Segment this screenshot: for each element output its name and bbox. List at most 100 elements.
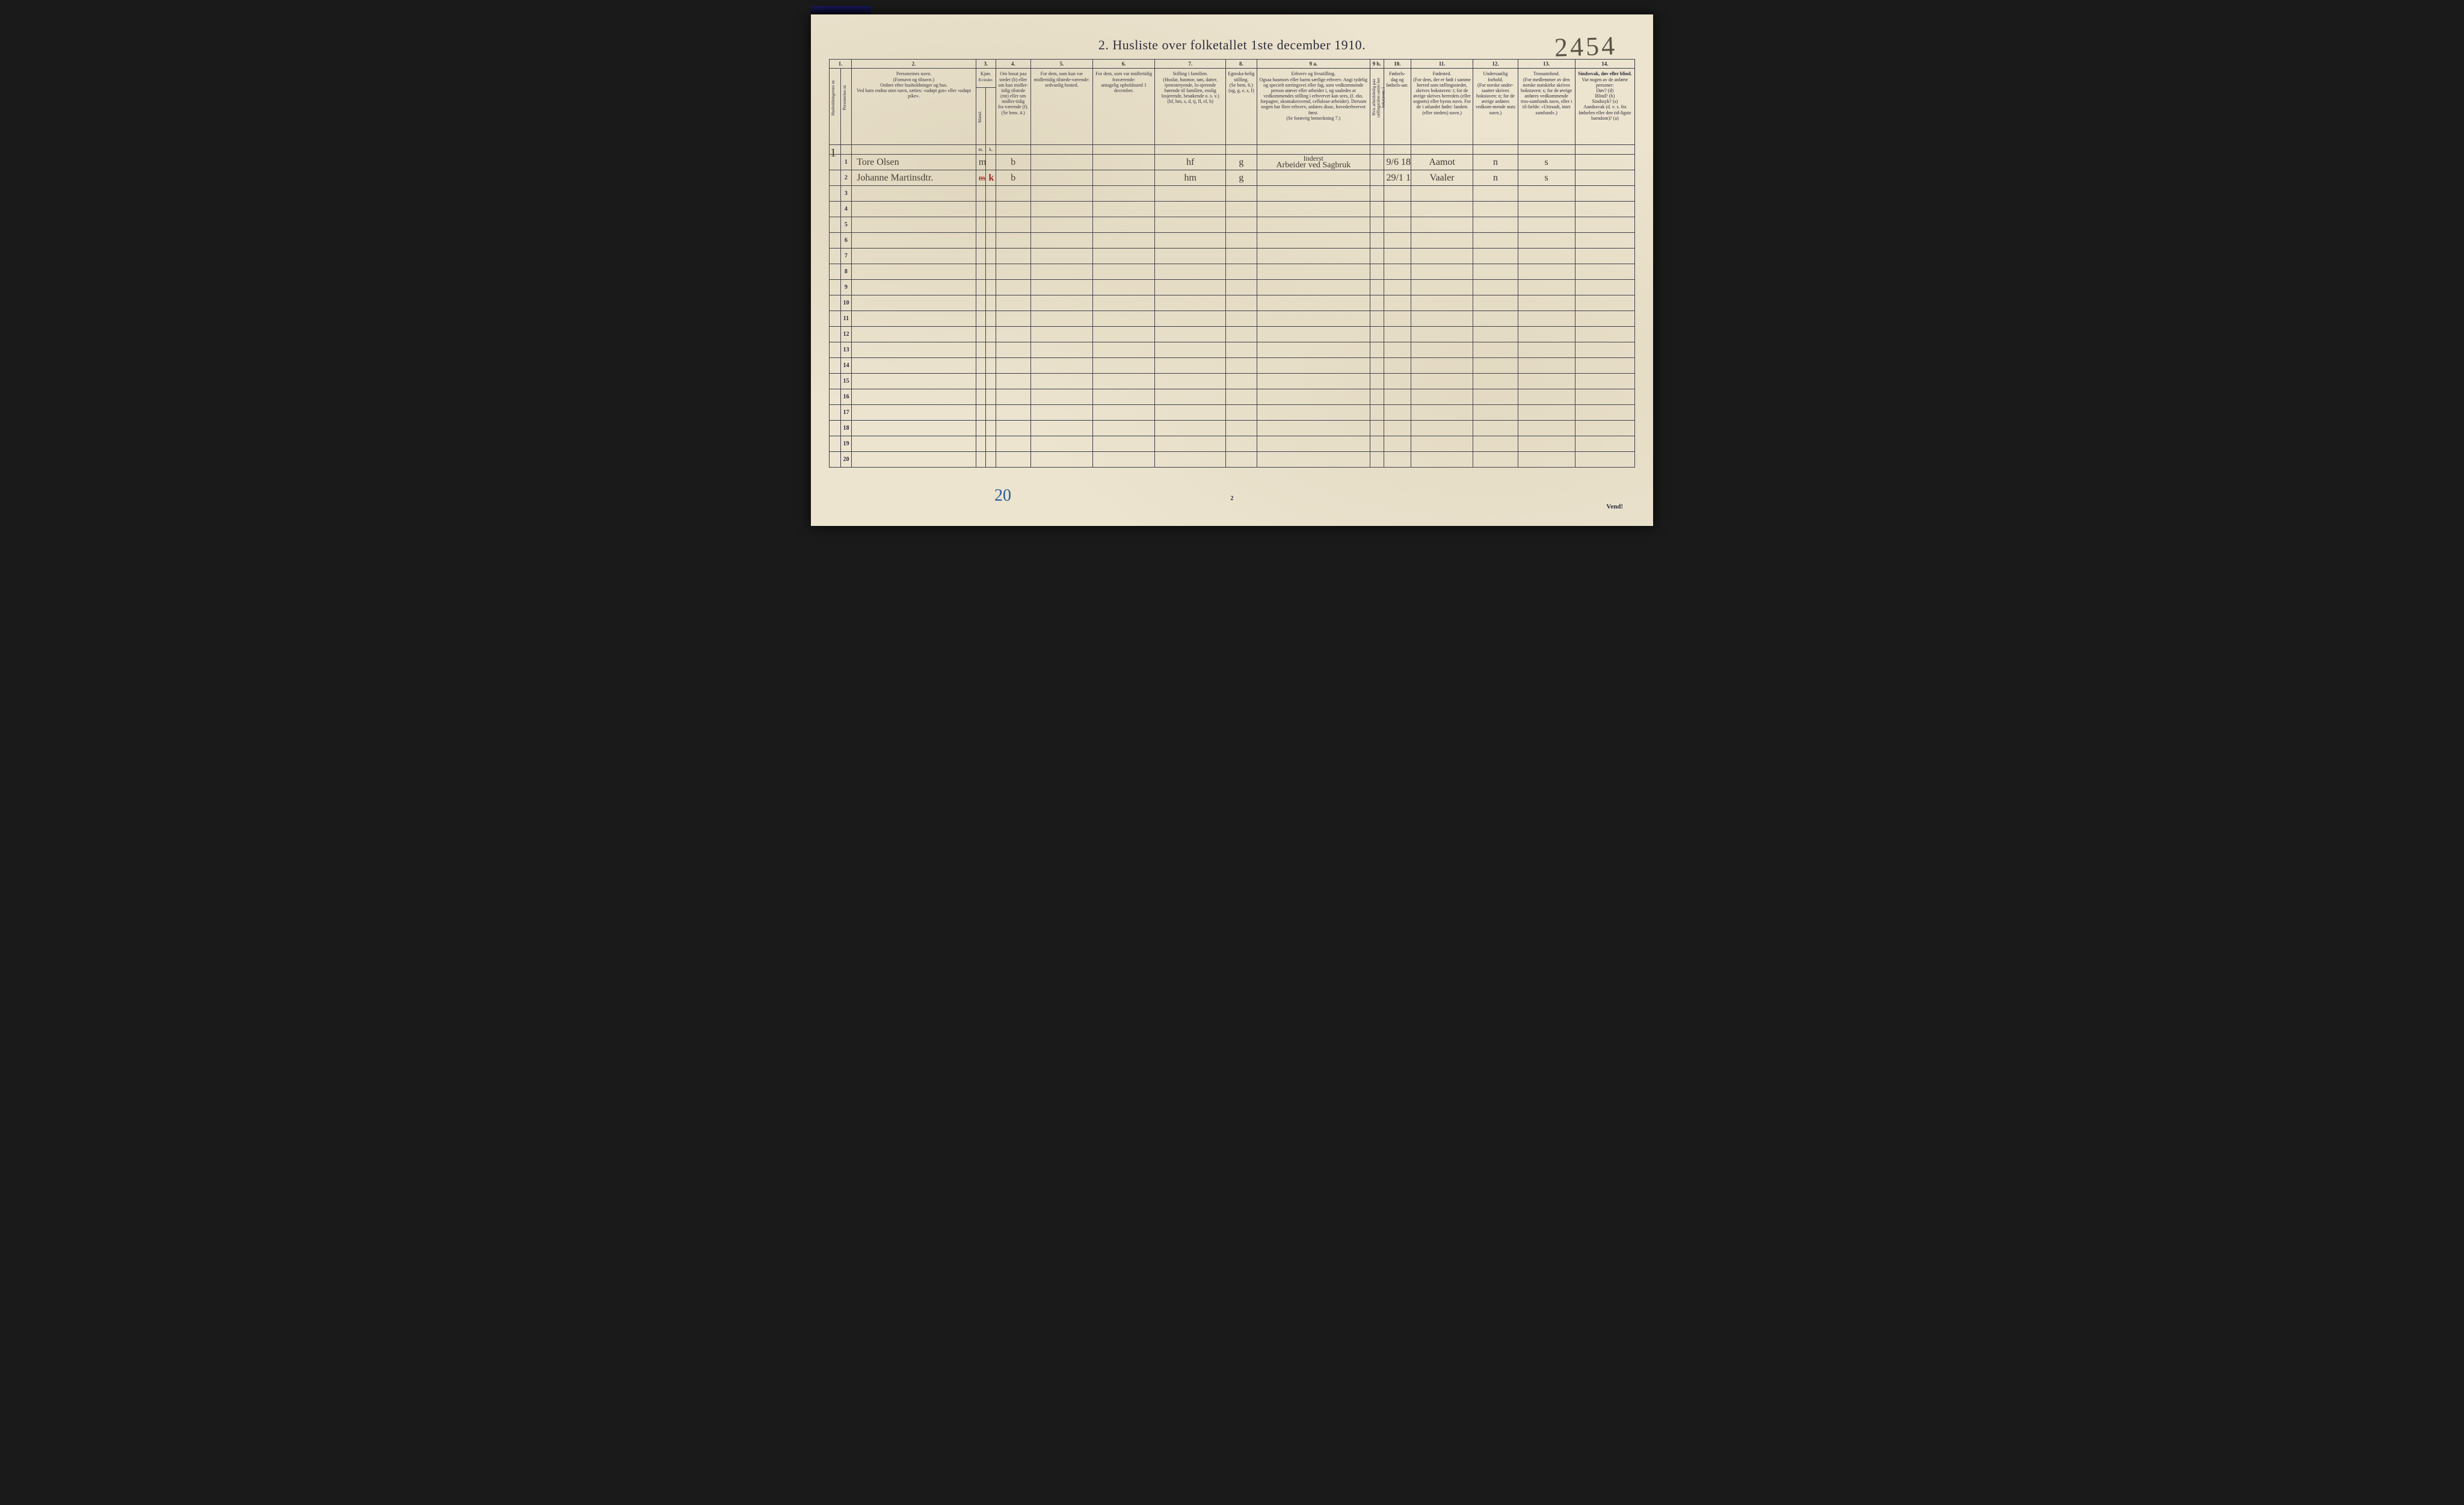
cell-pn: 11 [840,311,852,327]
cell-c5 [1030,155,1092,170]
census-ledger-table: 1. 2. 3. 4. 5. 6. 7. 8. 9 a. 9 b. 10. 11… [829,59,1635,468]
cell-m [976,389,986,405]
cell-l [1370,233,1384,249]
cell-name [852,186,976,202]
cell-fdag [1384,374,1411,389]
cell-stilling [1155,421,1226,436]
cell-c5 [1030,280,1092,295]
cell-bosat [996,452,1030,468]
cell-name [852,421,976,436]
cell-tro [1518,202,1575,217]
cell-name [852,436,976,452]
cell-bosat [996,217,1030,233]
table-row: 8 [830,264,1635,280]
page-annotation-topright: 2454 [1554,30,1618,63]
cell-c5 [1030,327,1092,342]
cell-c14 [1575,155,1634,170]
cell-fdag [1384,217,1411,233]
cell-stilling [1155,202,1226,217]
table-row: 4 [830,202,1635,217]
cell-egte [1226,374,1257,389]
cell-bosat [996,405,1030,421]
cell-name [852,405,976,421]
cell-egte [1226,358,1257,374]
cell-erhverv [1257,280,1370,295]
cell-stilling [1155,436,1226,452]
cell-tro [1518,452,1575,468]
page-wrap: 2454 2. Husliste over folketallet 1ste d… [787,6,1677,536]
cell-c6 [1093,389,1155,405]
cell-m [976,264,986,280]
cell-und [1473,421,1518,436]
cell-name [852,202,976,217]
cell-fdag [1384,327,1411,342]
cell-und: n [1473,155,1518,170]
cell-und [1473,405,1518,421]
header-sub-row: m. k. [830,145,1635,155]
cell-egte [1226,327,1257,342]
colnum-12: 12. [1473,60,1518,69]
cell-tro [1518,405,1575,421]
hdr-7: Stilling i familien.(Husfar, husmor, søn… [1155,69,1226,145]
cell-stilling: hf [1155,155,1226,170]
cell-stilling: hm [1155,170,1226,186]
table-row: 20 [830,452,1635,468]
cell-k [986,186,996,202]
table-body: 1Tore OlsenmbhfgInderstArbeider ved Sagb… [830,155,1635,468]
cell-c6 [1093,170,1155,186]
cell-c14 [1575,217,1634,233]
cell-name [852,374,976,389]
cell-hn [830,405,841,421]
cell-c14 [1575,405,1634,421]
cell-pn: 8 [840,264,852,280]
cell-und [1473,295,1518,311]
cell-hn [830,233,841,249]
cell-bosat [996,436,1030,452]
table-row: 19 [830,436,1635,452]
cell-erhverv [1257,295,1370,311]
cell-fsted [1411,295,1473,311]
cell-egte [1226,264,1257,280]
cell-fsted [1411,217,1473,233]
cell-hn [830,295,841,311]
cell-und [1473,374,1518,389]
cell-c6 [1093,233,1155,249]
cell-fsted [1411,202,1473,217]
cell-hn [830,186,841,202]
cell-name [852,249,976,264]
cell-c14 [1575,202,1634,217]
cell-tro [1518,186,1575,202]
cell-k [986,405,996,421]
household-mark-1: 1 [830,146,836,160]
cell-c6 [1093,342,1155,358]
cell-fdag [1384,342,1411,358]
cell-c6 [1093,155,1155,170]
cell-stilling [1155,217,1226,233]
cell-c6 [1093,374,1155,389]
cell-fdag [1384,436,1411,452]
cell-name [852,327,976,342]
cell-pn: 13 [840,342,852,358]
cell-bosat [996,295,1030,311]
column-number-row: 1. 2. 3. 4. 5. 6. 7. 8. 9 a. 9 b. 10. 11… [830,60,1635,69]
colnum-8: 8. [1226,60,1257,69]
cell-fdag [1384,280,1411,295]
cell-erhverv [1257,389,1370,405]
cell-bosat [996,374,1030,389]
cell-l [1370,186,1384,202]
cell-egte [1226,405,1257,421]
cell-tro [1518,358,1575,374]
hdr-person-nr: Personernes nr. [840,69,852,145]
table-row: 3 [830,186,1635,202]
cell-k [986,311,996,327]
cell-fsted [1411,421,1473,436]
cell-bosat [996,280,1030,295]
table-row: 11 [830,311,1635,327]
colnum-9b: 9 b. [1370,60,1384,69]
cell-fdag [1384,295,1411,311]
cell-k [986,327,996,342]
cell-pn: 9 [840,280,852,295]
cell-tro [1518,280,1575,295]
cell-c6 [1093,202,1155,217]
cell-c14 [1575,280,1634,295]
